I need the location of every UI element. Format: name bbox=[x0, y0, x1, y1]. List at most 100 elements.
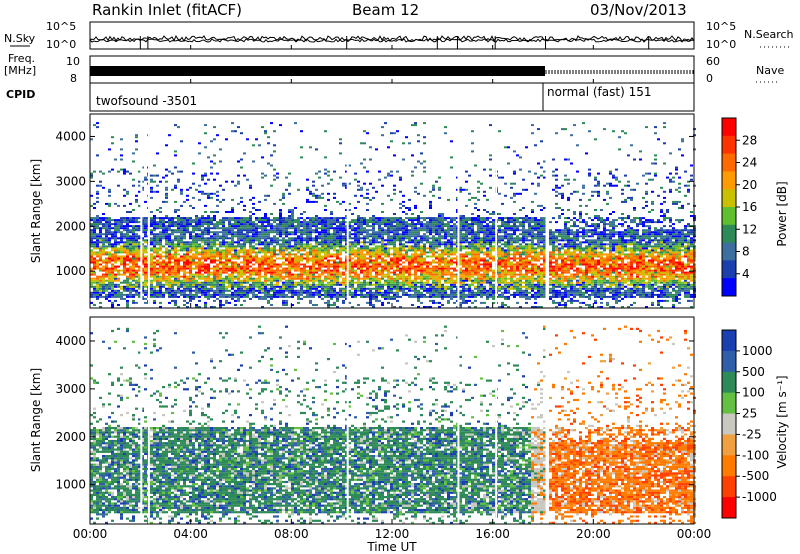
heatmap-cell bbox=[138, 283, 141, 286]
heatmap-cell bbox=[393, 251, 396, 254]
heatmap-cell bbox=[186, 271, 189, 274]
heatmap-cell bbox=[108, 291, 111, 294]
heatmap-cell bbox=[393, 279, 396, 282]
heatmap-cell bbox=[393, 154, 396, 157]
heatmap-cell bbox=[390, 243, 393, 246]
heatmap-cell bbox=[315, 148, 318, 151]
heatmap-cell bbox=[324, 257, 327, 260]
heatmap-cell bbox=[246, 285, 249, 288]
heatmap-cell bbox=[444, 249, 447, 252]
heatmap-cell bbox=[216, 223, 219, 226]
heatmap-cell bbox=[183, 241, 186, 244]
heatmap-cell bbox=[279, 233, 282, 236]
heatmap-cell bbox=[345, 217, 348, 220]
heatmap-cell bbox=[228, 265, 231, 268]
heatmap-cell bbox=[423, 293, 426, 296]
heatmap-cell bbox=[195, 243, 198, 246]
heatmap-cell bbox=[399, 259, 402, 262]
heatmap-cell bbox=[126, 255, 129, 258]
heatmap-cell bbox=[156, 279, 159, 282]
heatmap-cell bbox=[396, 253, 399, 256]
heatmap-cell bbox=[450, 277, 453, 280]
heatmap-cell bbox=[372, 225, 375, 228]
heatmap-cell bbox=[423, 194, 426, 197]
heatmap-cell bbox=[357, 267, 360, 270]
heatmap-cell bbox=[354, 227, 357, 230]
heatmap-cell bbox=[195, 291, 198, 294]
heatmap-cell bbox=[141, 267, 144, 270]
heatmap-cell bbox=[153, 263, 156, 266]
heatmap-cell bbox=[381, 237, 384, 240]
heatmap-cell bbox=[132, 265, 135, 268]
heatmap-cell bbox=[462, 245, 465, 248]
heatmap-cell bbox=[267, 271, 270, 274]
heatmap-cell bbox=[318, 277, 321, 280]
heatmap-cell bbox=[330, 239, 333, 242]
heatmap-cell bbox=[375, 263, 378, 266]
heatmap-cell bbox=[132, 285, 135, 288]
heatmap-cell bbox=[378, 223, 381, 226]
freq-band-1 bbox=[90, 66, 545, 76]
heatmap-cell bbox=[300, 297, 303, 300]
heatmap-cell bbox=[204, 259, 207, 262]
heatmap-cell bbox=[363, 182, 366, 185]
heatmap-cell bbox=[231, 273, 234, 276]
heatmap-cell bbox=[351, 279, 354, 282]
heatmap-cell bbox=[162, 229, 165, 232]
heatmap-cell bbox=[300, 291, 303, 294]
heatmap-cell bbox=[414, 285, 417, 288]
heatmap-cell bbox=[105, 225, 108, 228]
heatmap-cell bbox=[201, 273, 204, 276]
heatmap-cell bbox=[366, 229, 369, 232]
heatmap-cell bbox=[207, 219, 210, 222]
heatmap-cell bbox=[117, 184, 120, 187]
heatmap-cell bbox=[129, 295, 132, 298]
heatmap-cell bbox=[267, 287, 270, 290]
heatmap-cell bbox=[438, 265, 441, 268]
heatmap-cell bbox=[396, 251, 399, 254]
heatmap-cell bbox=[384, 219, 387, 222]
heatmap-cell bbox=[252, 196, 255, 199]
heatmap-cell bbox=[408, 289, 411, 292]
heatmap-cell bbox=[288, 283, 291, 286]
heatmap-cell bbox=[174, 271, 177, 274]
heatmap-cell bbox=[450, 227, 453, 230]
heatmap-cell bbox=[333, 304, 336, 306]
heatmap-cell bbox=[378, 291, 381, 294]
heatmap-cell bbox=[231, 180, 234, 183]
heatmap-cell bbox=[240, 271, 243, 274]
heatmap-cell bbox=[330, 295, 333, 298]
heatmap-cell bbox=[336, 277, 339, 280]
heatmap-cell bbox=[324, 219, 327, 222]
heatmap-cell bbox=[162, 273, 165, 276]
heatmap-cell bbox=[165, 180, 168, 183]
heatmap-cell bbox=[195, 188, 198, 191]
heatmap-cell bbox=[135, 301, 138, 304]
heatmap-cell bbox=[144, 241, 147, 244]
heatmap-cell bbox=[378, 283, 381, 286]
heatmap-cell bbox=[384, 253, 387, 256]
heatmap-cell bbox=[285, 281, 288, 284]
heatmap-cell bbox=[327, 259, 330, 262]
heatmap-cell bbox=[285, 225, 288, 228]
heatmap-cell bbox=[201, 215, 204, 217]
heatmap-cell bbox=[261, 126, 264, 129]
heatmap-cell bbox=[369, 257, 372, 260]
heatmap-cell bbox=[345, 221, 348, 224]
heatmap-cell bbox=[360, 265, 363, 268]
heatmap-cell bbox=[252, 257, 255, 260]
heatmap-cell bbox=[168, 235, 171, 238]
heatmap-cell bbox=[210, 261, 213, 264]
heatmap-cell bbox=[324, 247, 327, 250]
heatmap-cell bbox=[387, 241, 390, 244]
heatmap-cell bbox=[333, 223, 336, 226]
heatmap-cell bbox=[306, 279, 309, 282]
heatmap-cell bbox=[429, 285, 432, 288]
heatmap-cell bbox=[432, 247, 435, 250]
heatmap-cell bbox=[423, 225, 426, 228]
heatmap-cell bbox=[435, 239, 438, 242]
heatmap-cell bbox=[252, 229, 255, 232]
heatmap-cell bbox=[327, 231, 330, 234]
heatmap-cell bbox=[396, 295, 399, 298]
